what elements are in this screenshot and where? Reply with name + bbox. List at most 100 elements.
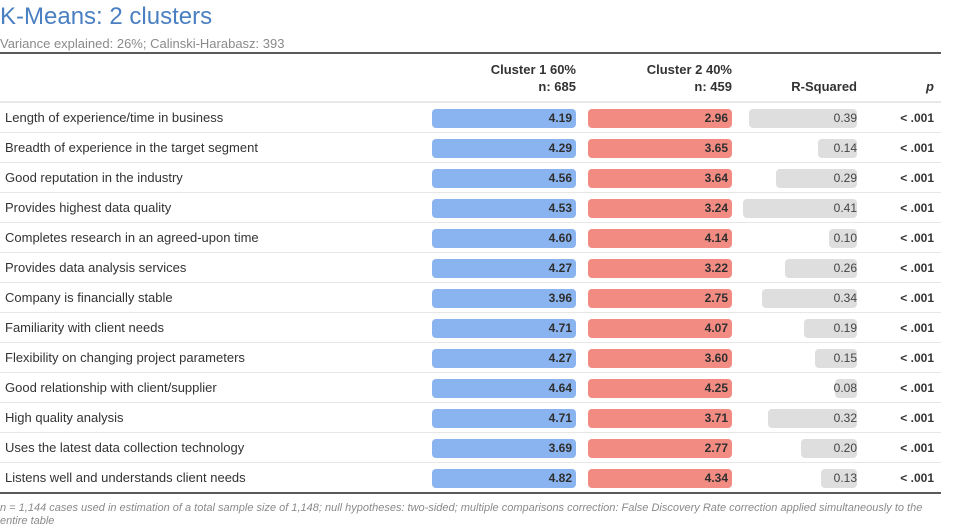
cluster2-cell: 4.34 [588,469,732,488]
cluster1-cell: 4.71 [432,319,576,338]
rsquared-bar [762,289,857,308]
table-row: Breadth of experience in the target segm… [0,133,941,163]
row-label: Provides data analysis services [5,260,187,275]
row-divider [0,342,941,343]
cluster2-cell: 3.65 [588,139,732,158]
row-divider [0,132,941,133]
row-label: Flexibility on changing project paramete… [5,350,245,365]
cluster1-cell: 4.64 [432,379,576,398]
footnote: n = 1,144 cases used in estimation of a … [0,502,923,527]
table-row: Company is financially stable 3.96 2.75 0.3… [0,283,941,313]
cluster2-header-name: Cluster 2 40% [646,62,732,77]
rsquared-bar [818,139,857,158]
table-row: Length of experience/time in business 4.1… [0,103,941,133]
cluster1-value: 4.29 [548,141,572,155]
p-value: < .001 [900,441,934,455]
table-row: Good reputation in the industry 4.56 3.64 0… [0,163,941,193]
row-divider [0,462,941,463]
p-value: < .001 [900,291,934,305]
rsquared-value: 0.34 [833,291,857,305]
p-value: < .001 [900,471,934,485]
row-label: Good relationship with client/supplier [5,380,217,395]
table-row: Flexibility on changing project paramete… [0,343,941,373]
cluster1-header: Cluster 1 60% n: 685 [432,61,576,95]
rsquared-bar [801,439,857,458]
cluster2-value: 3.22 [704,261,728,275]
cluster1-value: 3.69 [548,441,572,455]
chart-title: K-Means: 2 clusters [0,3,213,30]
row-label: Familiarity with client needs [5,320,164,335]
table-row: Provides highest data quality 4.53 3.24 0.4… [0,193,941,223]
cluster2-header-n: n: 459 [694,79,732,94]
table-row: High quality analysis 4.71 3.71 0.32 < .001 [0,403,941,433]
cluster2-cell: 4.07 [588,319,732,338]
cluster2-cell: 2.75 [588,289,732,308]
p-value: < .001 [900,201,934,215]
cluster1-cell: 4.60 [432,229,576,248]
table-row: Listens well and understands client need… [0,463,941,493]
cluster1-cell: 4.19 [432,109,576,128]
p-value: < .001 [900,261,934,275]
cluster2-cell: 4.14 [588,229,732,248]
rsquared-value: 0.20 [833,441,857,455]
cluster2-value: 2.96 [704,111,728,125]
rsquared-value: 0.41 [833,201,857,215]
bottom-rule [0,492,941,494]
rsquared-value: 0.13 [833,471,857,485]
cluster2-value: 4.07 [704,321,728,335]
cluster2-cell: 3.71 [588,409,732,428]
row-label: Listens well and understands client need… [5,470,246,485]
cluster1-value: 4.27 [548,261,572,275]
row-divider [0,402,941,403]
cluster2-value: 4.34 [704,471,728,485]
rsquared-value: 0.10 [833,231,857,245]
header-rule [0,101,941,103]
cluster1-value: 4.71 [548,321,572,335]
p-header: p [926,79,934,94]
row-label: Provides highest data quality [5,200,172,215]
cluster2-value: 2.77 [704,441,728,455]
row-divider [0,162,941,163]
cluster1-value: 4.53 [548,201,572,215]
rsquared-value: 0.15 [833,351,857,365]
cluster2-cell: 3.24 [588,199,732,218]
row-label: Length of experience/time in business [5,110,224,125]
p-value: < .001 [900,411,934,425]
top-rule [0,52,941,54]
cluster1-cell: 4.53 [432,199,576,218]
cluster2-header: Cluster 2 40% n: 459 [588,61,732,95]
rsquared-bar [748,109,857,128]
row-label: Completes research in an agreed-upon tim… [5,230,259,245]
rsquared-bar [815,349,857,368]
p-value: < .001 [900,111,934,125]
cluster1-header-name: Cluster 1 60% [490,62,576,77]
cluster1-value: 4.71 [548,411,572,425]
cluster1-value: 4.19 [548,111,572,125]
rsquared-value: 0.32 [833,411,857,425]
row-divider [0,312,941,313]
rsquared-bar [834,379,857,398]
p-value: < .001 [900,321,934,335]
cluster1-cell: 4.71 [432,409,576,428]
rsquared-bar [743,199,857,218]
row-divider [0,192,941,193]
table-row: Good relationship with client/supplier 4.… [0,373,941,403]
rsquared-bar [829,229,857,248]
cluster2-cell: 2.77 [588,439,732,458]
cluster1-cell: 3.96 [432,289,576,308]
row-divider [0,432,941,433]
p-value: < .001 [900,351,934,365]
cluster1-value: 4.82 [548,471,572,485]
cluster1-value: 4.64 [548,381,572,395]
rsquared-bar [784,259,857,278]
rsquared-header: R-Squared [791,79,857,94]
rsquared-value: 0.39 [833,111,857,125]
rsquared-value: 0.26 [833,261,857,275]
cluster2-value: 3.71 [704,411,728,425]
rsquared-value: 0.29 [833,171,857,185]
p-value: < .001 [900,381,934,395]
cluster1-header-n: n: 685 [538,79,576,94]
cluster1-value: 3.96 [548,291,572,305]
p-value: < .001 [900,171,934,185]
row-label: Company is financially stable [5,290,173,305]
